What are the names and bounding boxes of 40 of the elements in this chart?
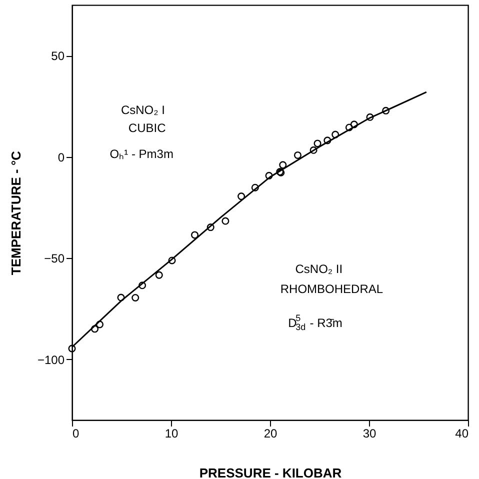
annotation: CsNO₂ II: [295, 262, 343, 276]
y-tick-label: −100: [37, 352, 65, 367]
x-tick-label: 0: [72, 426, 80, 440]
x-axis-title: PRESSURE - KILOBAR: [199, 466, 342, 479]
x-tick-label: 10: [164, 426, 178, 440]
x-tick-label: 40: [455, 426, 469, 440]
point: [96, 320, 104, 328]
point: [350, 120, 358, 128]
y-tick-label: −50: [44, 252, 65, 266]
x-tick-label: 30: [362, 426, 376, 440]
point: [91, 325, 99, 333]
point: [265, 172, 273, 180]
x-tick-label: 20: [264, 426, 278, 440]
y-axis-title: TEMPERATURE - °C: [8, 150, 24, 276]
y-tick-label: 0: [58, 150, 65, 164]
annotation: CUBIC: [128, 121, 166, 135]
annotation: RHOMBOHEDRAL: [280, 282, 384, 296]
point: [155, 271, 163, 279]
point: [168, 256, 176, 264]
point: [314, 140, 322, 148]
point: [117, 294, 125, 302]
point: [222, 217, 230, 225]
point: [279, 161, 287, 169]
point: [206, 224, 214, 232]
point: [294, 151, 302, 159]
point: [332, 130, 340, 138]
annotation: CsNO₂ I: [120, 103, 165, 117]
point: [382, 106, 390, 114]
point: [132, 294, 140, 302]
y-tick-label: 50: [51, 49, 65, 64]
point: [191, 231, 199, 239]
point: [251, 184, 259, 192]
point: [238, 192, 246, 200]
annotation: Oₕ¹ - Pm3m: [110, 147, 174, 161]
point: [310, 146, 318, 154]
point: [68, 344, 76, 352]
point: [345, 124, 353, 132]
point: [366, 113, 374, 121]
point: [138, 282, 146, 290]
point: [324, 136, 332, 144]
